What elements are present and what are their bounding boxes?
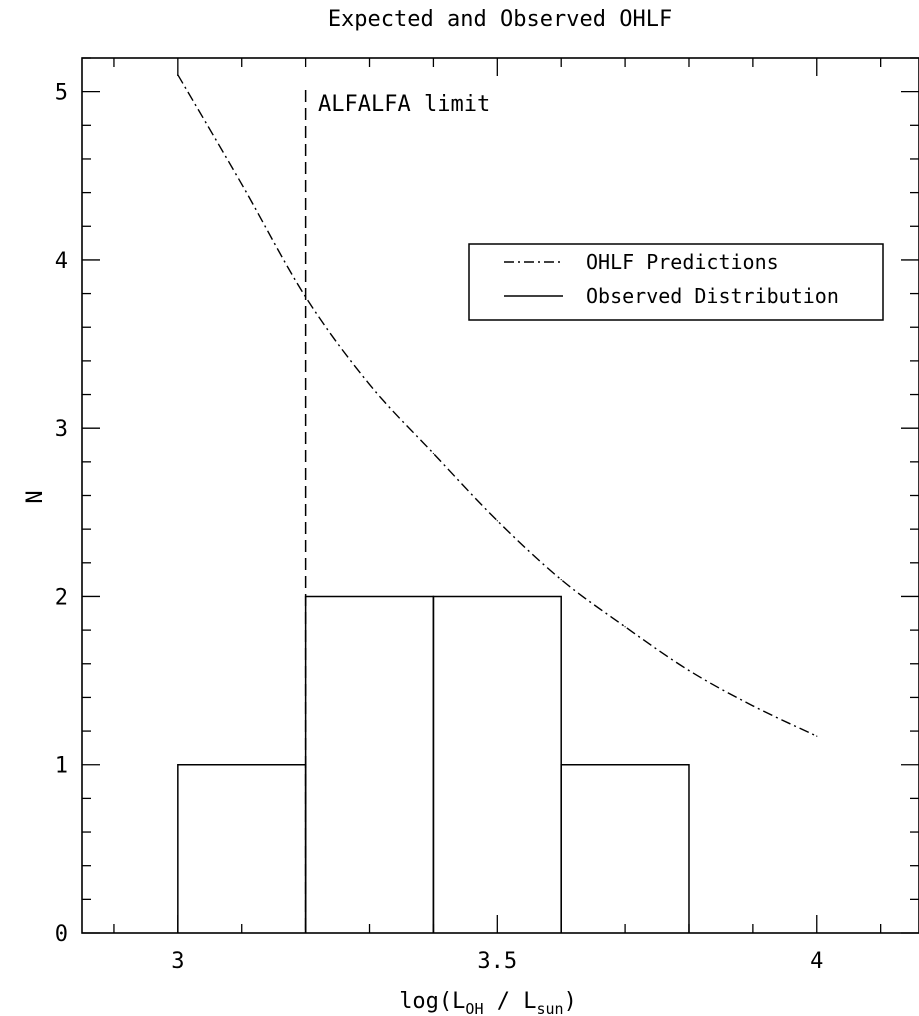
y-tick-label: 5 (55, 81, 68, 106)
x-axis-ticks: 3 3.5 4 (113, 58, 882, 974)
y-tick-label: 4 (55, 249, 68, 274)
histogram-bar (304, 595, 435, 933)
x-tick-label: 3 (171, 949, 184, 974)
histogram-bar (560, 763, 690, 933)
x-axis-label-prefix: log(L (399, 989, 465, 1014)
annotation-alfalfa-limit: ALFALFA limit (318, 92, 490, 117)
y-tick-label: 0 (55, 922, 68, 947)
x-tick-label: 3.5 (477, 949, 517, 974)
ohlf-prediction-point (177, 74, 179, 76)
ohlf-prediction-point (560, 579, 562, 581)
histogram-bar (177, 763, 307, 933)
chart-title: Expected and Observed OHLF (328, 7, 672, 32)
x-axis-label-sub1: OH (465, 1000, 483, 1016)
x-axis-label: log(LOH / Lsun) (399, 989, 577, 1016)
y-tick-label: 3 (55, 417, 68, 442)
x-axis-label-suffix: ) (564, 989, 577, 1014)
x-tick-label: 4 (810, 949, 823, 974)
ohlf-prediction-point (432, 452, 435, 455)
y-tick-label: 2 (55, 585, 68, 610)
ohlf-prediction-point (305, 296, 307, 298)
legend-label-observed-distribution: Observed Distribution (586, 284, 839, 308)
ohlf-predictions-curve (177, 74, 818, 737)
y-axis-label: N (23, 490, 48, 503)
plot-axes (81, 57, 919, 934)
ohlf-prediction-point (816, 735, 818, 737)
legend: OHLF Predictions Observed Distribution (468, 243, 884, 321)
ohlf-prediction-point (496, 520, 498, 522)
plot-frame (81, 57, 919, 934)
ohlf-prediction-point (368, 383, 371, 386)
ohlf-prediction-point (688, 669, 690, 672)
histogram-bar (432, 595, 562, 933)
ohlf-prediction-point (624, 626, 626, 628)
y-tick-label: 1 (55, 754, 68, 779)
legend-box (468, 243, 884, 321)
y-axis-ticks: 0 1 2 3 4 5 (55, 57, 919, 947)
x-axis-label-sub2: sun (536, 1000, 563, 1016)
x-axis-label-middle: / L (483, 989, 536, 1014)
ohlf-prediction-point (752, 705, 754, 707)
ohlf-prediction-point (241, 183, 243, 185)
plot-marks (177, 74, 818, 933)
legend-label-ohlf-predictions: OHLF Predictions (586, 250, 779, 274)
